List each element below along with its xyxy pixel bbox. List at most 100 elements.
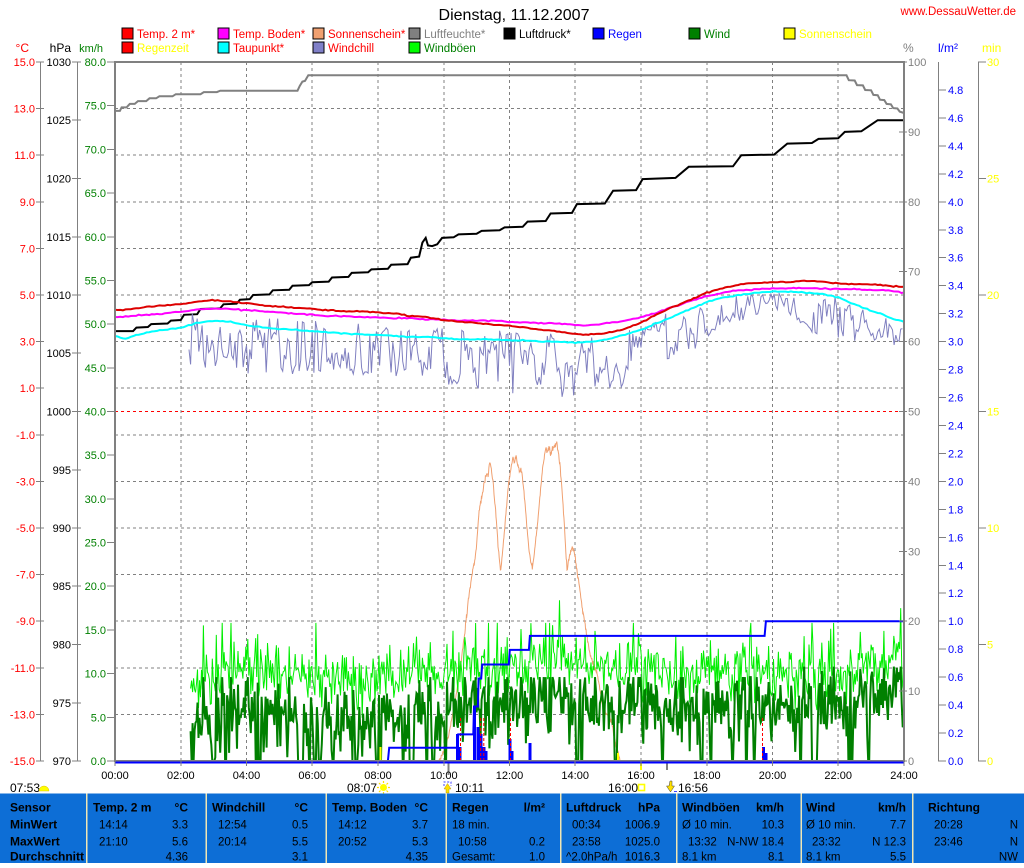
svg-text:Windböen: Windböen [424, 43, 476, 55]
svg-text:0.8: 0.8 [948, 644, 963, 656]
svg-text:Windböen: Windböen [682, 801, 740, 815]
svg-text:hPa: hPa [50, 41, 72, 55]
svg-text:04:00: 04:00 [233, 770, 261, 782]
svg-text:10: 10 [987, 523, 999, 535]
svg-text:1.2: 1.2 [948, 588, 963, 600]
svg-text:3.0: 3.0 [20, 337, 35, 349]
svg-text:40: 40 [908, 476, 920, 488]
svg-text:10:58: 10:58 [458, 837, 487, 849]
svg-text:7.7: 7.7 [890, 820, 906, 832]
svg-text:8.1 km: 8.1 km [806, 852, 841, 864]
svg-text:9.0: 9.0 [20, 197, 35, 209]
svg-text:50.0: 50.0 [85, 319, 106, 331]
svg-text:1.0: 1.0 [20, 383, 35, 395]
svg-text:-7.0: -7.0 [16, 570, 35, 582]
svg-text:995: 995 [53, 465, 71, 477]
svg-text:0.0: 0.0 [91, 756, 106, 768]
svg-text:16:56: 16:56 [678, 781, 708, 795]
svg-text:1020: 1020 [47, 174, 71, 186]
svg-text:Regenzeit: Regenzeit [137, 43, 190, 55]
svg-text:°C: °C [415, 801, 429, 815]
svg-text:1.0: 1.0 [948, 616, 963, 628]
svg-text:10: 10 [908, 686, 920, 698]
svg-text:Temp. 2 m: Temp. 2 m [93, 801, 151, 815]
svg-text:20.0: 20.0 [85, 581, 106, 593]
svg-text:N-NW 18.4: N-NW 18.4 [727, 837, 784, 849]
svg-text:Windchill: Windchill [328, 43, 374, 55]
svg-text:3.4: 3.4 [948, 281, 963, 293]
svg-text:30.0: 30.0 [85, 494, 106, 506]
svg-text:20: 20 [908, 616, 920, 628]
svg-text:MaxWert: MaxWert [10, 835, 60, 849]
svg-text:00:00: 00:00 [101, 770, 129, 782]
svg-text:-1.0: -1.0 [16, 430, 35, 442]
svg-text:4.8: 4.8 [948, 85, 963, 97]
svg-text:24:00: 24:00 [890, 770, 918, 782]
svg-text:985: 985 [53, 581, 71, 593]
svg-text:-11.0: -11.0 [11, 663, 35, 675]
svg-text:3.7: 3.7 [412, 820, 428, 832]
svg-text:°C: °C [175, 801, 189, 815]
svg-text:-9.0: -9.0 [16, 616, 35, 628]
svg-text:20:28: 20:28 [934, 820, 963, 832]
svg-text:0.6: 0.6 [948, 672, 963, 684]
svg-text:1016.3: 1016.3 [625, 852, 660, 864]
svg-text:90: 90 [908, 127, 920, 139]
svg-text:23:46: 23:46 [934, 837, 963, 849]
svg-text:10.0: 10.0 [85, 669, 106, 681]
svg-text:Luftdruck: Luftdruck [566, 801, 622, 815]
svg-text:12:00: 12:00 [496, 770, 524, 782]
svg-text:0: 0 [987, 756, 993, 768]
svg-text:2.6: 2.6 [948, 393, 963, 405]
svg-text:3.0: 3.0 [948, 337, 963, 349]
svg-text:2.2: 2.2 [948, 448, 963, 460]
svg-text:8.1 km: 8.1 km [682, 852, 717, 864]
svg-text:5.0: 5.0 [91, 712, 106, 724]
svg-text:Ø 10 min.: Ø 10 min. [806, 820, 856, 832]
svg-text:^2.0hPa/h: ^2.0hPa/h [566, 852, 617, 864]
svg-text:45.0: 45.0 [85, 363, 106, 375]
svg-text:km/h: km/h [756, 801, 784, 815]
svg-text:NW: NW [999, 852, 1018, 864]
svg-text:40.0: 40.0 [85, 407, 106, 419]
svg-text:10.3: 10.3 [762, 820, 784, 832]
svg-text:Wind: Wind [704, 29, 730, 41]
svg-text:00:34: 00:34 [572, 820, 601, 832]
svg-text:1.0: 1.0 [529, 852, 545, 864]
svg-text:1005: 1005 [47, 348, 71, 360]
svg-text:4.6: 4.6 [948, 113, 963, 125]
svg-text:02:00: 02:00 [167, 770, 195, 782]
svg-text:08:00: 08:00 [364, 770, 392, 782]
svg-text:5.3: 5.3 [412, 837, 428, 849]
svg-text:1015: 1015 [47, 232, 71, 244]
svg-text:30: 30 [908, 546, 920, 558]
svg-text:07:53: 07:53 [10, 781, 40, 795]
svg-text:7.0: 7.0 [20, 243, 35, 255]
svg-text:5.6: 5.6 [172, 837, 188, 849]
svg-text:25.0: 25.0 [85, 538, 106, 550]
svg-text:1025.0: 1025.0 [625, 837, 660, 849]
svg-text:1.6: 1.6 [948, 532, 963, 544]
svg-text:16:00: 16:00 [627, 770, 655, 782]
svg-text:Sensor: Sensor [10, 801, 51, 815]
svg-text:80: 80 [908, 197, 920, 209]
svg-text:Wind: Wind [806, 801, 835, 815]
svg-text:0.2: 0.2 [948, 728, 963, 740]
svg-text:100: 100 [908, 57, 926, 69]
svg-text:18 min.: 18 min. [452, 820, 490, 832]
svg-text:N 12.3: N 12.3 [872, 837, 906, 849]
svg-text:2.8: 2.8 [948, 365, 963, 377]
svg-text:60.0: 60.0 [85, 232, 106, 244]
svg-text:970: 970 [53, 756, 71, 768]
svg-text:0.5: 0.5 [292, 820, 308, 832]
svg-text:°C: °C [16, 41, 30, 55]
svg-text:MinWert: MinWert [10, 818, 57, 832]
svg-text:06:00: 06:00 [298, 770, 326, 782]
svg-text:16:00: 16:00 [608, 781, 638, 795]
svg-text:3.8: 3.8 [948, 225, 963, 237]
svg-text:990: 990 [53, 523, 71, 535]
svg-text:min: min [982, 41, 1001, 55]
svg-text:5: 5 [987, 640, 993, 652]
svg-text:Dienstag, 11.12.2007: Dienstag, 11.12.2007 [439, 7, 590, 24]
svg-text:13:32: 13:32 [688, 837, 717, 849]
